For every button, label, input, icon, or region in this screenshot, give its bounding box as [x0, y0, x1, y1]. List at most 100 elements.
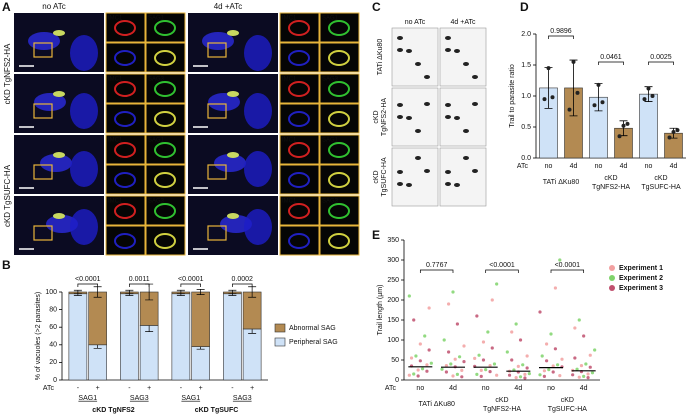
data-point: [593, 348, 597, 352]
channel-image: [145, 164, 186, 195]
signal: [288, 203, 310, 219]
data-point: [553, 347, 558, 351]
signal: [288, 172, 310, 188]
y-tick-label: 0: [395, 377, 399, 384]
signal: [154, 20, 176, 36]
data-point: [440, 367, 444, 371]
y-tick-label: 20: [49, 359, 57, 366]
parasite: [445, 115, 451, 119]
channel-image: [319, 42, 360, 73]
data-point: [586, 376, 590, 380]
group-label: TATi ΔKu80: [543, 179, 580, 186]
data-point: [538, 373, 542, 377]
x-tick-label: +: [147, 385, 151, 392]
data-point: [567, 107, 572, 112]
parasite: [227, 213, 239, 219]
channel-image: [105, 225, 146, 256]
row-label: cKD: [373, 110, 380, 123]
data-point: [675, 128, 680, 133]
legend-label: Abnormal SAG: [289, 325, 336, 332]
panel-letter: B: [2, 258, 11, 272]
data-point: [516, 364, 520, 368]
data-point: [571, 59, 576, 64]
channel-label: SAG3: [322, 77, 339, 83]
data-point: [550, 95, 555, 100]
signal: [288, 142, 310, 158]
cell: [214, 154, 246, 172]
x-tick-label: -: [77, 385, 80, 392]
data-point: [584, 362, 588, 366]
channel-image: [145, 12, 186, 43]
data-point: [453, 357, 457, 361]
x-tick-label: 4d: [670, 163, 678, 170]
channel-image: [279, 73, 320, 104]
data-point: [586, 372, 590, 376]
parasite: [397, 103, 403, 107]
data-point: [462, 360, 466, 364]
data-point: [542, 97, 547, 102]
parasite: [424, 75, 430, 79]
data-point: [600, 100, 605, 105]
data-point: [458, 355, 462, 359]
data-point: [455, 322, 459, 326]
y-axis-label: Trail length (µm): [377, 285, 384, 336]
data-point: [475, 314, 479, 318]
signal: [288, 50, 310, 66]
data-point: [556, 363, 560, 367]
data-point: [540, 354, 544, 358]
signal: [154, 111, 176, 127]
signal: [114, 50, 136, 66]
inset-box: [33, 225, 53, 241]
data-point: [473, 356, 477, 360]
data-point: [542, 374, 547, 378]
x-tick-label: 4d: [449, 385, 457, 392]
y-tick-label: 100: [45, 289, 57, 296]
inset-box: [207, 103, 227, 119]
data-point: [577, 375, 581, 379]
parasite: [227, 152, 239, 158]
bracket: [485, 269, 519, 273]
data-point: [514, 322, 518, 326]
signal: [114, 81, 136, 97]
group-label: TgSUFC-HA: [548, 406, 588, 413]
channel-label: SAG3: [148, 77, 165, 83]
column-header: no ATc: [42, 2, 65, 11]
data-point: [588, 365, 592, 369]
data-point: [545, 342, 549, 346]
channel-label: SAG1: [322, 16, 339, 22]
cell: [34, 93, 66, 111]
panel-letter: D: [520, 0, 529, 14]
data-point: [650, 94, 655, 98]
data-point: [462, 344, 466, 348]
legend-label: Experiment 2: [619, 275, 663, 282]
data-point: [479, 374, 483, 378]
data-point: [542, 369, 547, 373]
column-header: 4d +ATc: [451, 19, 476, 26]
bracket: [77, 283, 98, 287]
data-point: [423, 334, 427, 338]
cell: [70, 151, 98, 187]
y-tick-label: 0.0: [521, 155, 531, 162]
legend-label: Experiment 3: [619, 285, 663, 292]
data-point: [495, 282, 499, 286]
legend-swatch: [274, 337, 286, 347]
bracket: [648, 61, 674, 65]
channel-image: [145, 134, 186, 165]
data-point: [451, 374, 455, 378]
cell: [208, 93, 240, 111]
data-point: [479, 368, 483, 372]
legend-marker: [609, 285, 615, 291]
parasite: [445, 170, 451, 174]
channel-image: [105, 42, 146, 73]
bar-segment: [88, 291, 107, 346]
parasite: [415, 156, 421, 160]
x-tick-label: 4d: [570, 163, 578, 170]
channel-image: [319, 103, 360, 134]
data-point: [551, 370, 555, 374]
data-point: [460, 375, 464, 379]
data-point: [455, 372, 459, 376]
bracket: [180, 283, 201, 287]
cell: [70, 209, 98, 245]
data-point: [412, 318, 416, 322]
